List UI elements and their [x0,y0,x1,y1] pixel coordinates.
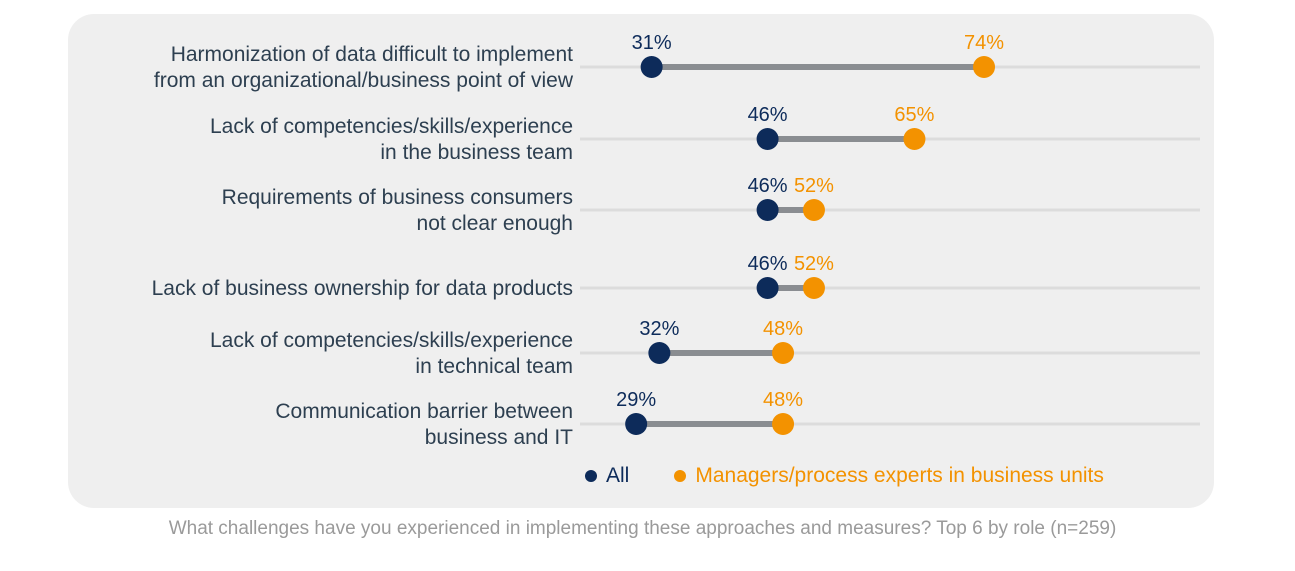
legend: All Managers/process experts in business… [585,464,1104,488]
category-label: Lack of competencies/skills/experience [210,115,573,138]
legend-item-managers: Managers/process experts in business uni… [674,464,1104,488]
point-all [756,199,779,221]
point-all [648,342,671,364]
point-managers [802,277,825,299]
category-label: in technical team [415,355,573,378]
legend-label-all: All [606,464,630,487]
point-all [640,56,663,78]
point-managers [903,128,926,150]
point-managers [973,56,996,78]
value-label-managers: 48% [763,318,803,340]
legend-marker-managers [674,470,687,482]
category-label: Lack of competencies/skills/experience [210,329,573,352]
category-label: from an organizational/business point of… [154,69,574,92]
point-managers [772,413,795,435]
value-label-all: 31% [632,32,672,54]
value-label-managers: 48% [763,389,803,411]
value-label-all: 46% [748,104,788,126]
category-label: Communication barrier between [275,400,573,423]
legend-marker-all [585,470,597,482]
value-label-all: 29% [616,389,656,411]
category-label: Lack of business ownership for data prod… [152,277,573,300]
value-label-managers: 52% [794,175,834,197]
value-label-managers: 52% [794,253,834,275]
category-label: business and IT [425,426,573,449]
chart-caption: What challenges have you experienced in … [168,518,1117,539]
point-managers [802,199,825,221]
legend-item-all: All [585,464,629,488]
point-managers [772,342,795,364]
category-label: not clear enough [417,212,573,235]
value-label-all: 46% [748,253,788,275]
category-label: in the business team [380,141,573,164]
value-label-managers: 65% [894,104,934,126]
legend-label-managers: Managers/process experts in business uni… [695,464,1104,487]
category-label: Harmonization of data difficult to imple… [171,43,573,66]
point-all [756,277,779,299]
point-all [625,413,648,435]
point-all [756,128,779,150]
value-label-all: 46% [748,175,788,197]
value-label-managers: 74% [964,32,1004,54]
value-label-all: 32% [639,318,679,340]
category-label: Requirements of business consumers [222,186,573,209]
